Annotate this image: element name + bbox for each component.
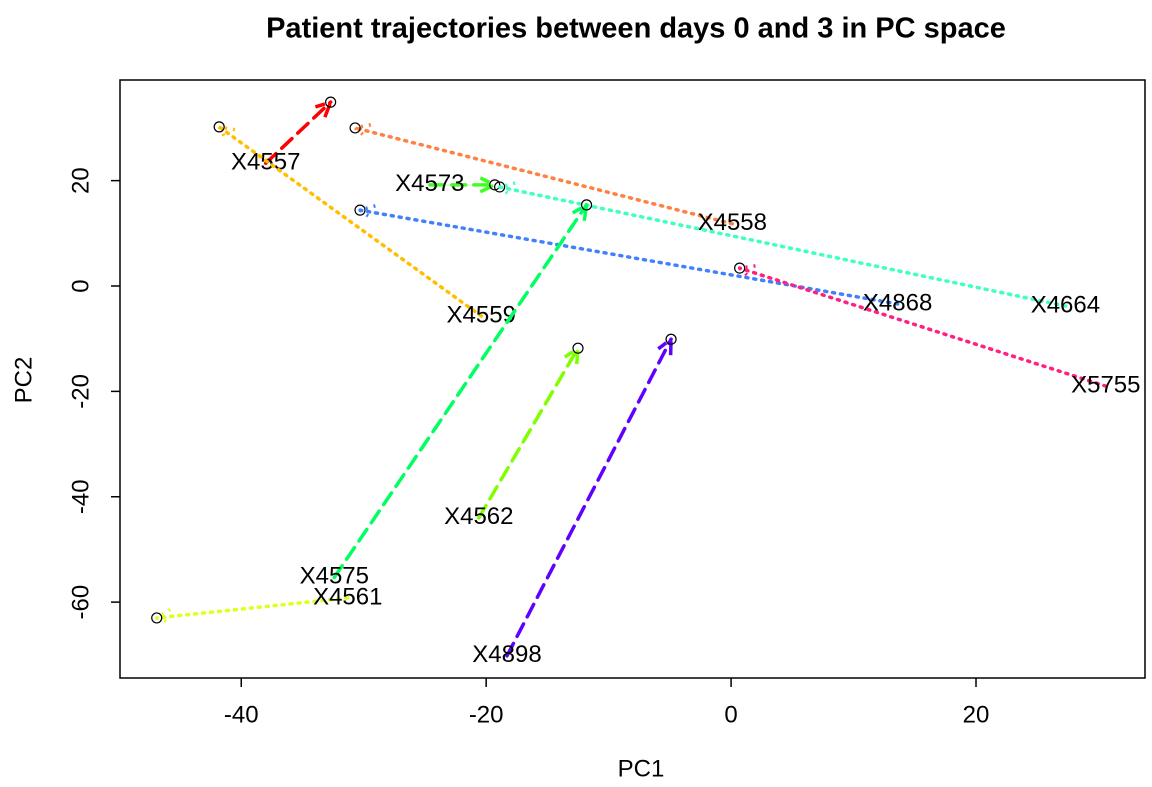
x-axis-label: PC1 bbox=[618, 755, 665, 782]
y-axis-label: PC2 bbox=[10, 357, 37, 404]
arrowhead bbox=[657, 335, 673, 356]
y-tick-label: 20 bbox=[67, 167, 94, 194]
patient-label: X4898 bbox=[472, 641, 541, 668]
trajectory bbox=[263, 100, 333, 165]
trajectory bbox=[217, 125, 484, 318]
trajectory bbox=[332, 203, 589, 580]
arrowhead bbox=[495, 181, 516, 199]
arrowhead bbox=[735, 264, 756, 281]
trajectory bbox=[477, 346, 580, 520]
patient-label: X4575 bbox=[300, 563, 369, 590]
arrowhead bbox=[314, 99, 334, 118]
plot-frame bbox=[119, 79, 1146, 679]
patient-label: X4868 bbox=[863, 289, 932, 316]
arrowhead bbox=[479, 176, 499, 194]
end-point bbox=[151, 612, 163, 624]
patient-label: X4559 bbox=[447, 301, 516, 328]
x-tick-label: -20 bbox=[469, 701, 504, 728]
x-tick-label: 0 bbox=[724, 701, 737, 728]
trajectory bbox=[737, 266, 1108, 388]
arrowhead bbox=[563, 344, 581, 365]
y-tick-label: -60 bbox=[67, 585, 94, 620]
patient-label: X5755 bbox=[1071, 371, 1140, 398]
patient-label: X4562 bbox=[444, 503, 513, 530]
trajectory bbox=[154, 596, 350, 620]
y-tick-label: -20 bbox=[67, 374, 94, 409]
patient-label: X4664 bbox=[1031, 291, 1100, 318]
trajectory bbox=[353, 126, 735, 226]
end-point bbox=[489, 179, 501, 191]
y-tick-label: 0 bbox=[67, 279, 94, 292]
trajectory bbox=[497, 185, 1068, 308]
patient-label: X4573 bbox=[395, 170, 464, 197]
end-point bbox=[734, 262, 746, 274]
end-point bbox=[572, 342, 584, 354]
arrowhead bbox=[571, 201, 589, 221]
end-point bbox=[213, 121, 225, 133]
chart-title: Patient trajectories between days 0 and … bbox=[266, 13, 1006, 45]
end-point bbox=[665, 333, 677, 345]
x-tick-label: 20 bbox=[963, 701, 990, 728]
arrowhead bbox=[215, 124, 236, 142]
end-point bbox=[580, 199, 593, 211]
patient-label: X4558 bbox=[698, 209, 767, 236]
end-point bbox=[325, 96, 337, 108]
end-point bbox=[349, 122, 361, 134]
trajectory bbox=[358, 208, 900, 306]
end-point bbox=[354, 204, 366, 216]
patient-label: X4561 bbox=[313, 583, 382, 610]
y-tick-label: -40 bbox=[67, 479, 94, 514]
trajectory bbox=[505, 337, 673, 658]
end-point bbox=[494, 181, 506, 193]
x-tick-label: -40 bbox=[224, 701, 259, 728]
